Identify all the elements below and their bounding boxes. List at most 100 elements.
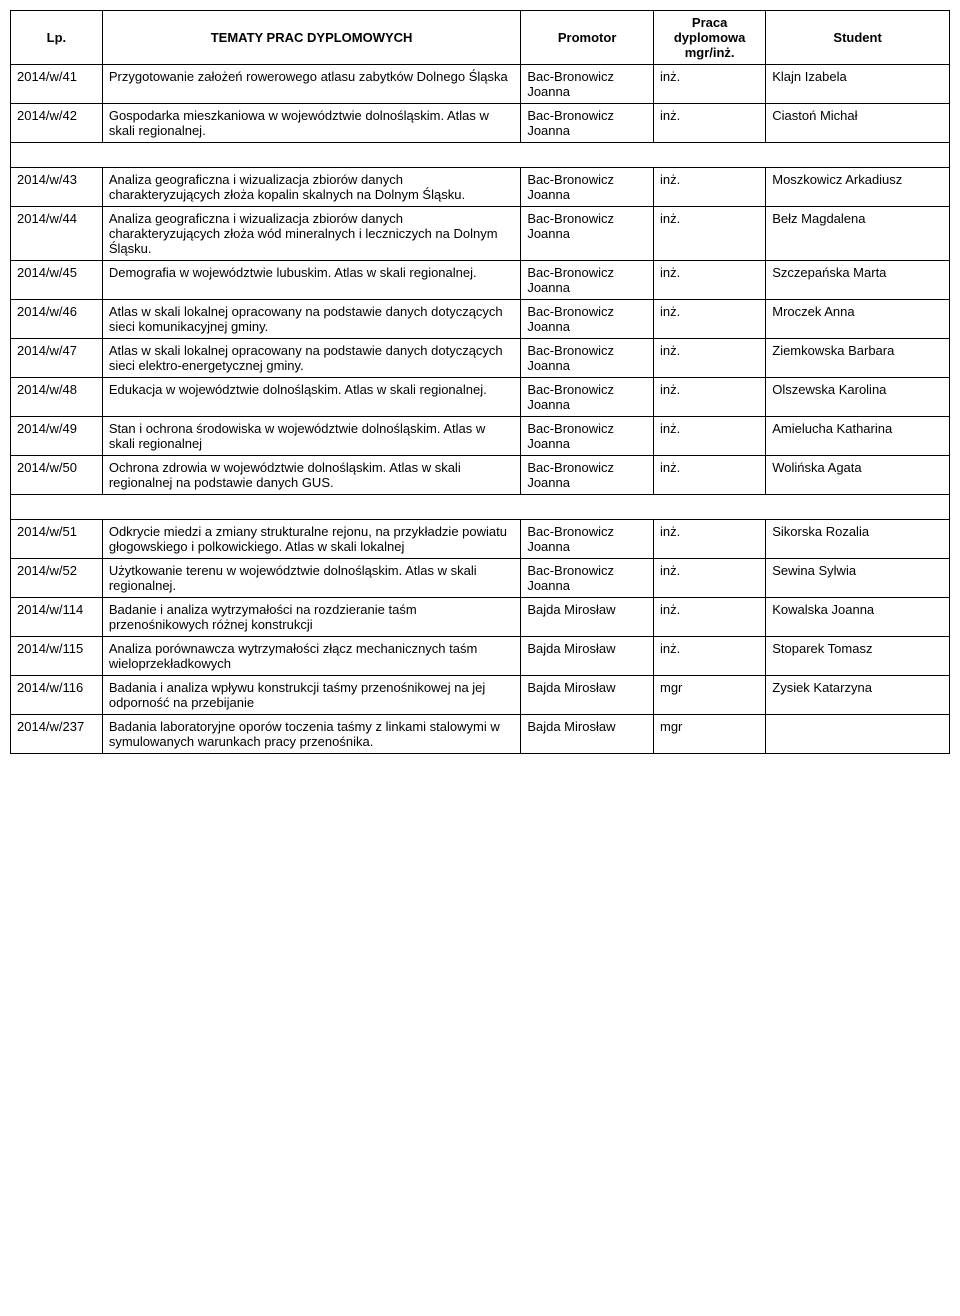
cell-promotor: Bac-Bronowicz Joanna bbox=[521, 520, 654, 559]
cell-student: Ciastoń Michał bbox=[766, 104, 950, 143]
cell-promotor: Bac-Bronowicz Joanna bbox=[521, 456, 654, 495]
spacer-cell bbox=[11, 495, 950, 520]
cell-praca: inż. bbox=[653, 168, 765, 207]
cell-lp: 2014/w/237 bbox=[11, 715, 103, 754]
header-promotor: Promotor bbox=[521, 11, 654, 65]
table-row: 2014/w/51Odkrycie miedzi a zmiany strukt… bbox=[11, 520, 950, 559]
cell-promotor: Bac-Bronowicz Joanna bbox=[521, 300, 654, 339]
table-row: 2014/w/50Ochrona zdrowia w województwie … bbox=[11, 456, 950, 495]
cell-temat: Analiza geograficzna i wizualizacja zbio… bbox=[102, 207, 520, 261]
cell-temat: Przygotowanie założeń rowerowego atlasu … bbox=[102, 65, 520, 104]
cell-temat: Badanie i analiza wytrzymałości na rozdz… bbox=[102, 598, 520, 637]
cell-temat: Badania laboratoryjne oporów toczenia ta… bbox=[102, 715, 520, 754]
cell-lp: 2014/w/52 bbox=[11, 559, 103, 598]
cell-student: Olszewska Karolina bbox=[766, 378, 950, 417]
cell-temat: Analiza geograficzna i wizualizacja zbio… bbox=[102, 168, 520, 207]
cell-lp: 2014/w/41 bbox=[11, 65, 103, 104]
cell-student: Ziemkowska Barbara bbox=[766, 339, 950, 378]
spacer-row bbox=[11, 495, 950, 520]
spacer-row bbox=[11, 143, 950, 168]
cell-temat: Atlas w skali lokalnej opracowany na pod… bbox=[102, 300, 520, 339]
cell-lp: 2014/w/50 bbox=[11, 456, 103, 495]
cell-lp: 2014/w/43 bbox=[11, 168, 103, 207]
cell-lp: 2014/w/42 bbox=[11, 104, 103, 143]
cell-student: Klajn Izabela bbox=[766, 65, 950, 104]
cell-student: Sewina Sylwia bbox=[766, 559, 950, 598]
cell-student: Kowalska Joanna bbox=[766, 598, 950, 637]
cell-praca: inż. bbox=[653, 261, 765, 300]
cell-praca: inż. bbox=[653, 339, 765, 378]
cell-praca: inż. bbox=[653, 417, 765, 456]
cell-student: Wolińska Agata bbox=[766, 456, 950, 495]
header-temat: TEMATY PRAC DYPLOMOWYCH bbox=[102, 11, 520, 65]
cell-promotor: Bajda Mirosław bbox=[521, 676, 654, 715]
cell-praca: mgr bbox=[653, 715, 765, 754]
cell-praca: inż. bbox=[653, 104, 765, 143]
header-student: Student bbox=[766, 11, 950, 65]
spacer-cell bbox=[11, 143, 950, 168]
cell-lp: 2014/w/46 bbox=[11, 300, 103, 339]
table-row: 2014/w/116Badania i analiza wpływu konst… bbox=[11, 676, 950, 715]
cell-praca: inż. bbox=[653, 637, 765, 676]
table-body: 2014/w/41Przygotowanie założeń roweroweg… bbox=[11, 65, 950, 754]
header-lp: Lp. bbox=[11, 11, 103, 65]
table-row: 2014/w/46Atlas w skali lokalnej opracowa… bbox=[11, 300, 950, 339]
table-row: 2014/w/115Analiza porównawcza wytrzymało… bbox=[11, 637, 950, 676]
cell-temat: Ochrona zdrowia w województwie dolnośląs… bbox=[102, 456, 520, 495]
cell-promotor: Bac-Bronowicz Joanna bbox=[521, 207, 654, 261]
cell-temat: Użytkowanie terenu w województwie dolnoś… bbox=[102, 559, 520, 598]
cell-promotor: Bac-Bronowicz Joanna bbox=[521, 559, 654, 598]
table-row: 2014/w/114Badanie i analiza wytrzymałośc… bbox=[11, 598, 950, 637]
cell-promotor: Bac-Bronowicz Joanna bbox=[521, 65, 654, 104]
table-row: 2014/w/43Analiza geograficzna i wizualiz… bbox=[11, 168, 950, 207]
cell-student: Amielucha Katharina bbox=[766, 417, 950, 456]
cell-lp: 2014/w/48 bbox=[11, 378, 103, 417]
table-header: Lp. TEMATY PRAC DYPLOMOWYCH Promotor Pra… bbox=[11, 11, 950, 65]
cell-temat: Analiza porównawcza wytrzymałości złącz … bbox=[102, 637, 520, 676]
cell-temat: Demografia w województwie lubuskim. Atla… bbox=[102, 261, 520, 300]
cell-student: Zysiek Katarzyna bbox=[766, 676, 950, 715]
table-row: 2014/w/45Demografia w województwie lubus… bbox=[11, 261, 950, 300]
table-row: 2014/w/44Analiza geograficzna i wizualiz… bbox=[11, 207, 950, 261]
cell-promotor: Bac-Bronowicz Joanna bbox=[521, 339, 654, 378]
cell-lp: 2014/w/115 bbox=[11, 637, 103, 676]
cell-temat: Gospodarka mieszkaniowa w województwie d… bbox=[102, 104, 520, 143]
cell-student: Mroczek Anna bbox=[766, 300, 950, 339]
cell-lp: 2014/w/47 bbox=[11, 339, 103, 378]
cell-temat: Edukacja w województwie dolnośląskim. At… bbox=[102, 378, 520, 417]
cell-lp: 2014/w/116 bbox=[11, 676, 103, 715]
cell-praca: inż. bbox=[653, 207, 765, 261]
cell-praca: inż. bbox=[653, 378, 765, 417]
table-row: 2014/w/48Edukacja w województwie dolnośl… bbox=[11, 378, 950, 417]
cell-promotor: Bac-Bronowicz Joanna bbox=[521, 168, 654, 207]
cell-promotor: Bajda Mirosław bbox=[521, 715, 654, 754]
thesis-table: Lp. TEMATY PRAC DYPLOMOWYCH Promotor Pra… bbox=[10, 10, 950, 754]
cell-promotor: Bac-Bronowicz Joanna bbox=[521, 417, 654, 456]
table-row: 2014/w/237Badania laboratoryjne oporów t… bbox=[11, 715, 950, 754]
table-row: 2014/w/41Przygotowanie założeń roweroweg… bbox=[11, 65, 950, 104]
cell-praca: mgr bbox=[653, 676, 765, 715]
table-row: 2014/w/47Atlas w skali lokalnej opracowa… bbox=[11, 339, 950, 378]
cell-temat: Badania i analiza wpływu konstrukcji taś… bbox=[102, 676, 520, 715]
cell-student: Sikorska Rozalia bbox=[766, 520, 950, 559]
cell-praca: inż. bbox=[653, 456, 765, 495]
cell-promotor: Bajda Mirosław bbox=[521, 637, 654, 676]
cell-temat: Odkrycie miedzi a zmiany strukturalne re… bbox=[102, 520, 520, 559]
cell-student: Moszkowicz Arkadiusz bbox=[766, 168, 950, 207]
table-row: 2014/w/49Stan i ochrona środowiska w woj… bbox=[11, 417, 950, 456]
cell-student: Szczepańska Marta bbox=[766, 261, 950, 300]
cell-promotor: Bac-Bronowicz Joanna bbox=[521, 261, 654, 300]
cell-temat: Stan i ochrona środowiska w województwie… bbox=[102, 417, 520, 456]
cell-student bbox=[766, 715, 950, 754]
header-praca: Praca dyplomowa mgr/inż. bbox=[653, 11, 765, 65]
cell-temat: Atlas w skali lokalnej opracowany na pod… bbox=[102, 339, 520, 378]
cell-praca: inż. bbox=[653, 598, 765, 637]
cell-praca: inż. bbox=[653, 65, 765, 104]
cell-lp: 2014/w/51 bbox=[11, 520, 103, 559]
cell-student: Bełz Magdalena bbox=[766, 207, 950, 261]
cell-praca: inż. bbox=[653, 559, 765, 598]
cell-praca: inż. bbox=[653, 300, 765, 339]
table-row: 2014/w/52Użytkowanie terenu w województw… bbox=[11, 559, 950, 598]
cell-promotor: Bajda Mirosław bbox=[521, 598, 654, 637]
cell-student: Stoparek Tomasz bbox=[766, 637, 950, 676]
